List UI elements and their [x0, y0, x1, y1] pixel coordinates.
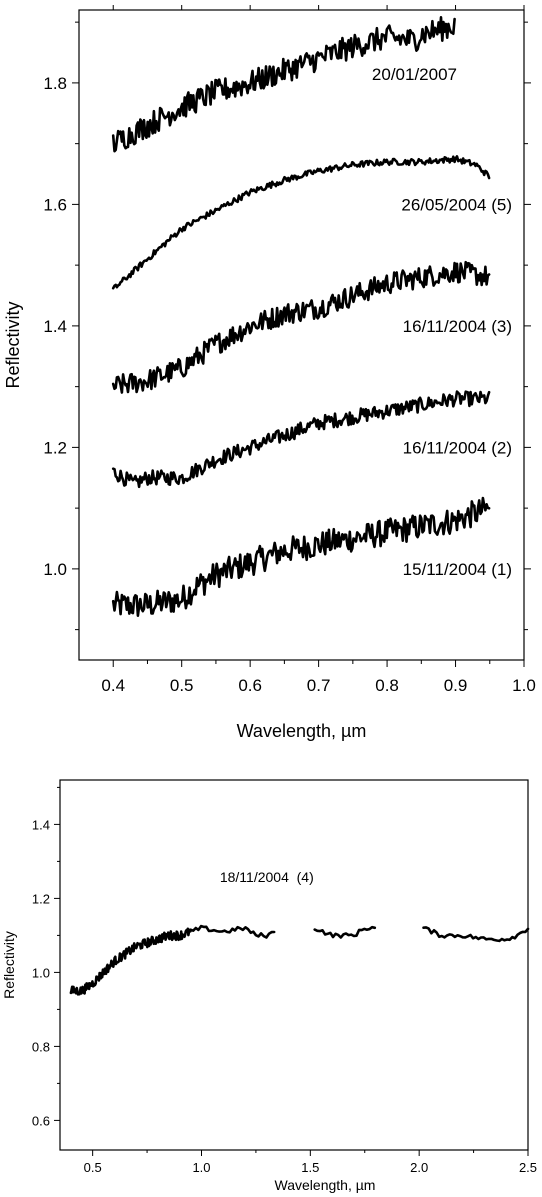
top-y-tick-label: 1.6 — [43, 195, 67, 214]
top-axis-ticks: 0.4 0.5 0.6 0.7 0.8 0.9 1.0 1.0 1.2 1.4 1.6 1.8 — [43, 5, 536, 695]
top-series-label: 15/11/2004 (1) — [403, 560, 512, 579]
top-series-line — [111, 155, 491, 290]
top-x-tick-label: 0.7 — [307, 676, 331, 695]
bottom-x-tick-label: 2.0 — [410, 1160, 428, 1175]
top-series-line — [111, 496, 491, 617]
top-y-tick-label: 1.8 — [43, 74, 67, 93]
bottom-y-tick-label: 1.2 — [32, 891, 50, 906]
bottom-series-segment — [189, 924, 276, 939]
top-series-line — [111, 260, 491, 394]
top-y-axis-label: Reflectivity — [3, 301, 23, 388]
bottom-y-axis-label: Reflectivity — [1, 931, 17, 999]
top-x-tick-label: 0.5 — [170, 676, 194, 695]
top-series-label: 16/11/2004 (3) — [403, 317, 512, 336]
bottom-series-group: 18/11/2004 (4) — [69, 869, 530, 996]
top-series-label: 16/11/2004 (2) — [403, 438, 512, 457]
top-x-tick-label: 0.8 — [375, 676, 399, 695]
bottom-y-tick-label: 1.4 — [32, 817, 50, 832]
bottom-x-tick-label: 0.5 — [84, 1160, 102, 1175]
top-x-tick-label: 0.6 — [238, 676, 262, 695]
bottom-x-tick-label: 1.0 — [192, 1160, 210, 1175]
bottom-series-segment — [422, 926, 530, 943]
top-series-label: 20/01/2007 — [372, 65, 457, 84]
bottom-y-tick-label: 1.0 — [32, 965, 50, 980]
top-x-tick-label: 0.4 — [101, 676, 125, 695]
bottom-y-tick-label: 0.6 — [32, 1113, 50, 1128]
bottom-y-tick-label: 0.8 — [32, 1039, 50, 1054]
bottom-x-tick-label: 1.5 — [301, 1160, 319, 1175]
top-x-tick-label: 1.0 — [512, 676, 536, 695]
top-series-label: 26/05/2004 (5) — [401, 195, 512, 214]
top-y-tick-label: 1.0 — [43, 560, 67, 579]
bottom-series-label: 18/11/2004 (4) — [220, 869, 314, 885]
top-x-axis-label: Wavelength, µm — [237, 721, 367, 741]
reflectivity-chart-bottom: 18/11/2004 (4) 0.5 1.0 1.5 2.0 2.5 0.6 0.8 1.0 1… — [1, 779, 537, 1193]
bottom-axis-ticks: 0.5 1.0 1.5 2.0 2.5 0.6 0.8 1.0 1.2 1.4 — [32, 786, 537, 1175]
top-series-line — [111, 16, 456, 153]
top-y-tick-label: 1.2 — [43, 438, 67, 457]
bottom-series-segment — [69, 927, 192, 996]
top-plot-frame — [78, 9, 525, 661]
bottom-x-axis-label: Wavelength, µm — [275, 1177, 376, 1193]
top-series-group: 15/11/2004 (1) 16/11/2004 (2) 16/11/2004 (… — [111, 16, 512, 617]
top-x-tick-label: 0.9 — [444, 676, 468, 695]
bottom-series-segment — [313, 925, 377, 939]
reflectivity-chart-top: 15/11/2004 (1) 16/11/2004 (2) 16/11/2004 (… — [3, 5, 536, 741]
top-y-tick-label: 1.4 — [43, 317, 67, 336]
bottom-x-tick-label: 2.5 — [519, 1160, 537, 1175]
bottom-plot-frame — [59, 779, 529, 1151]
top-series-line — [111, 390, 491, 489]
